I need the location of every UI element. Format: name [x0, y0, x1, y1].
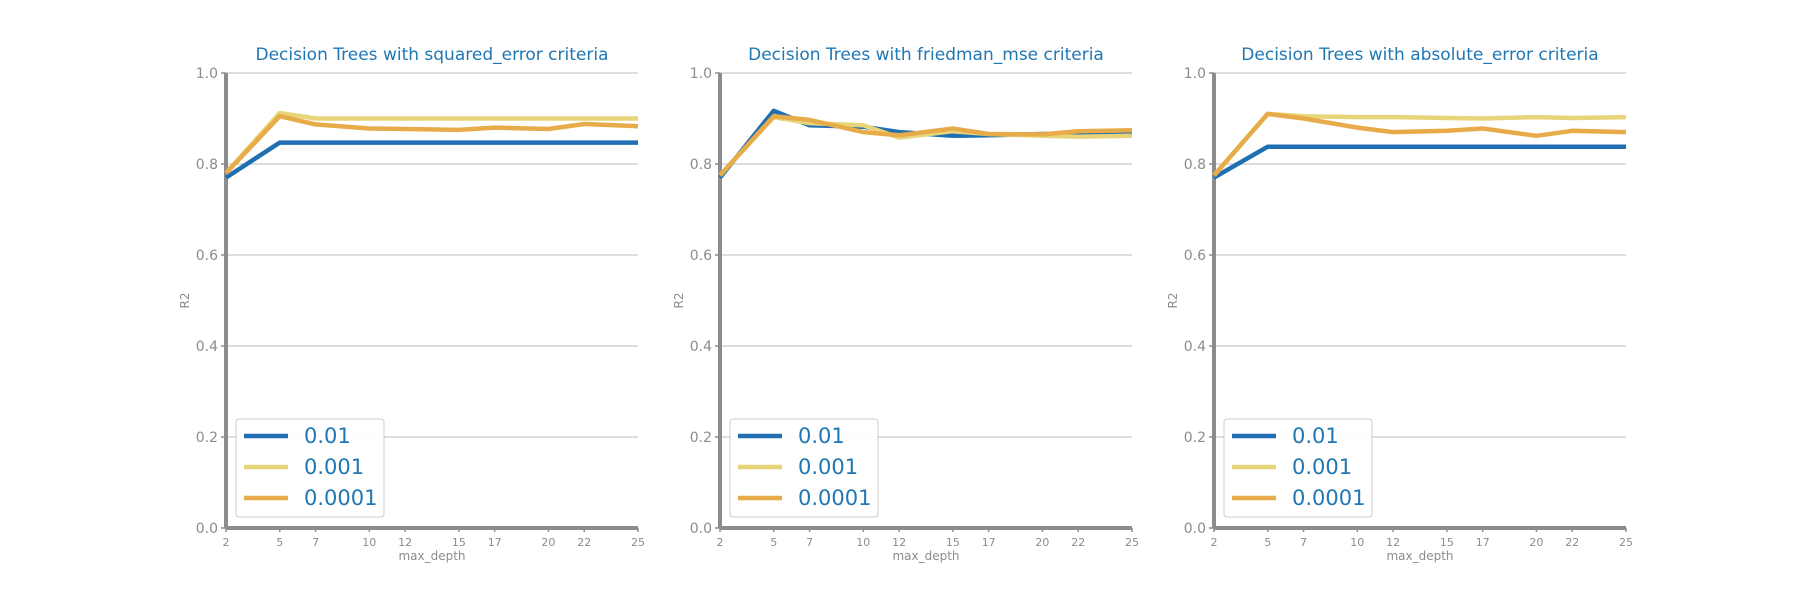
y-tick-label: 0.0	[196, 521, 218, 537]
legend-label: 0.0001	[304, 486, 377, 510]
x-tick-label: 25	[1619, 536, 1633, 549]
y-tick-label: 1.0	[196, 66, 218, 82]
y-tick-label: 1.0	[690, 66, 712, 82]
x-tick-label: 15	[946, 536, 960, 549]
legend-label: 0.0001	[1292, 486, 1365, 510]
y-tick-label: 0.4	[1184, 339, 1206, 355]
legend-box	[729, 418, 879, 518]
series-line-0.0001	[1212, 111, 1627, 177]
x-tick-label: 25	[1125, 536, 1139, 549]
x-tick-label: 5	[770, 536, 777, 549]
x-tick-label: 2	[1211, 536, 1218, 549]
y-tick-label: 0.8	[196, 157, 218, 173]
x-tick-label: 20	[1529, 536, 1543, 549]
x-tick-label: 20	[541, 536, 555, 549]
x-axis-label: max_depth	[1386, 549, 1453, 563]
legend-label: 0.01	[304, 424, 351, 448]
legend-label: 0.001	[1292, 455, 1352, 479]
x-tick-label: 10	[856, 536, 870, 549]
chart-title: Decision Trees with friedman_mse criteri…	[748, 45, 1104, 65]
series-line-0.01	[718, 108, 1133, 180]
y-tick-label: 0.6	[690, 248, 712, 264]
y-tick-label: 0.2	[1184, 430, 1206, 446]
chart-title: Decision Trees with absolute_error crite…	[1241, 45, 1598, 65]
y-tick-label: 0.8	[690, 157, 712, 173]
x-tick-label: 22	[1071, 536, 1085, 549]
x-tick-label: 7	[1300, 536, 1307, 549]
x-tick-label: 20	[1035, 536, 1049, 549]
x-tick-label: 7	[806, 536, 813, 549]
x-tick-label: 17	[488, 536, 502, 549]
y-axis-label: R2	[1166, 293, 1180, 309]
y-tick-label: 0.0	[1184, 521, 1206, 537]
series-line-0.0001	[224, 113, 639, 175]
y-tick-label: 0.2	[196, 430, 218, 446]
legend-label: 0.001	[304, 455, 364, 479]
y-tick-label: 0.6	[196, 248, 218, 264]
x-axis-label: max_depth	[892, 549, 959, 563]
x-tick-label: 2	[717, 536, 724, 549]
series-line-0.01	[1212, 144, 1626, 180]
series-line-0.001	[718, 114, 1133, 177]
series-line-0.001	[224, 110, 638, 175]
x-tick-label: 7	[312, 536, 319, 549]
x-tick-label: 22	[1565, 536, 1579, 549]
legend-label: 0.01	[798, 424, 845, 448]
y-tick-label: 0.4	[196, 339, 218, 355]
y-tick-label: 0.4	[690, 339, 712, 355]
x-tick-label: 15	[452, 536, 466, 549]
x-axis-label: max_depth	[398, 549, 465, 563]
x-tick-label: 22	[577, 536, 591, 549]
legend-box	[235, 418, 385, 518]
x-tick-label: 5	[1264, 536, 1271, 549]
x-tick-label: 15	[1440, 536, 1454, 549]
x-tick-label: 5	[276, 536, 283, 549]
series-line-0.01	[224, 140, 638, 180]
y-tick-label: 1.0	[1184, 66, 1206, 82]
y-tick-label: 0.2	[690, 430, 712, 446]
x-tick-label: 12	[398, 536, 412, 549]
y-axis-label: R2	[672, 293, 686, 309]
x-tick-label: 17	[1476, 536, 1490, 549]
x-tick-label: 25	[631, 536, 645, 549]
y-tick-label: 0.8	[1184, 157, 1206, 173]
legend-label: 0.01	[1292, 424, 1339, 448]
y-tick-label: 0.0	[690, 521, 712, 537]
x-tick-label: 10	[362, 536, 376, 549]
y-axis-label: R2	[178, 293, 192, 309]
chart-title: Decision Trees with squared_error criter…	[255, 45, 608, 65]
legend-label: 0.001	[798, 455, 858, 479]
series-line-0.0001	[718, 113, 1133, 177]
x-tick-label: 12	[1386, 536, 1400, 549]
x-tick-label: 12	[892, 536, 906, 549]
x-tick-label: 17	[982, 536, 996, 549]
legend-box	[1223, 418, 1373, 518]
x-tick-label: 10	[1350, 536, 1364, 549]
y-tick-label: 0.6	[1184, 248, 1206, 264]
x-tick-label: 2	[223, 536, 230, 549]
legend-label: 0.0001	[798, 486, 871, 510]
